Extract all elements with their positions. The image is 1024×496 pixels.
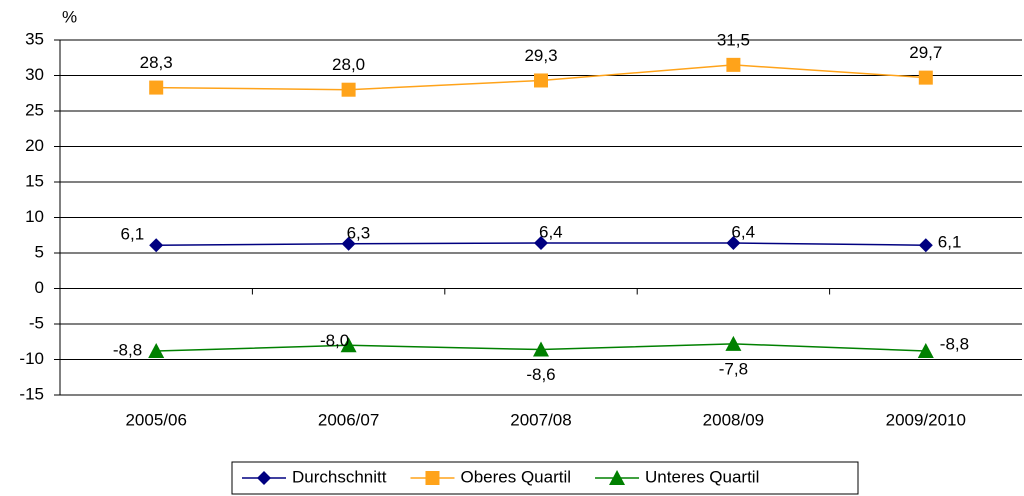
marker — [726, 57, 741, 72]
data-label: -8,6 — [526, 365, 555, 384]
legend: Durchschnitt Oberes Quartil Unteres Quarti… — [231, 461, 859, 495]
y-axis-label: % — [62, 7, 77, 26]
x-tick-label: 2006/07 — [318, 410, 379, 429]
y-tick-label: 15 — [25, 171, 44, 190]
data-label: 6,1 — [121, 225, 145, 244]
data-label: 28,3 — [140, 53, 173, 72]
marker — [726, 236, 741, 251]
y-tick-label: 30 — [25, 65, 44, 84]
marker — [340, 337, 357, 353]
data-label: 29,7 — [909, 43, 942, 62]
marker — [425, 471, 440, 485]
marker — [257, 471, 271, 485]
marker — [917, 342, 934, 358]
x-tick-label: 2005/06 — [125, 410, 186, 429]
marker — [149, 238, 164, 253]
data-label: 31,5 — [717, 30, 750, 49]
x-tick-label: 2008/09 — [703, 410, 764, 429]
data-label: 6,4 — [539, 223, 563, 242]
y-tick-label: -5 — [29, 313, 44, 332]
marker — [918, 70, 933, 85]
marker — [534, 236, 548, 251]
legend-label: Oberes Quartil — [460, 467, 571, 486]
marker — [918, 238, 933, 253]
marker — [533, 341, 549, 357]
data-label: 6,1 — [938, 233, 962, 252]
data-label: -8,8 — [940, 334, 969, 353]
data-label: 6,3 — [347, 223, 371, 242]
y-tick-label: 0 — [35, 278, 44, 297]
y-tick-label: -15 — [19, 384, 44, 403]
data-label: 29,3 — [524, 46, 557, 65]
marker — [148, 342, 165, 358]
data-label: -8,0 — [320, 331, 349, 350]
y-tick-label: 20 — [25, 136, 44, 155]
x-tick-label: 2007/08 — [510, 410, 571, 429]
data-label: -7,8 — [719, 359, 748, 378]
marker — [149, 80, 164, 95]
x-tick-label: 2009/2010 — [886, 410, 966, 429]
marker — [534, 73, 548, 88]
y-tick-label: 25 — [25, 100, 44, 119]
data-label: 28,0 — [332, 55, 365, 74]
y-tick-label: 10 — [25, 207, 44, 226]
y-tick-label: -10 — [19, 349, 44, 368]
data-label: 6,4 — [731, 223, 755, 242]
y-tick-label: 5 — [35, 242, 44, 261]
data-label: -8,8 — [113, 340, 142, 359]
marker — [609, 470, 626, 485]
marker — [341, 236, 356, 251]
legend-label: Durchschnitt — [292, 467, 387, 486]
marker — [341, 82, 356, 97]
legend-box — [231, 461, 859, 495]
y-tick-label: 35 — [25, 29, 44, 48]
legend-label: Unteres Quartil — [645, 467, 759, 486]
marker — [725, 335, 742, 351]
